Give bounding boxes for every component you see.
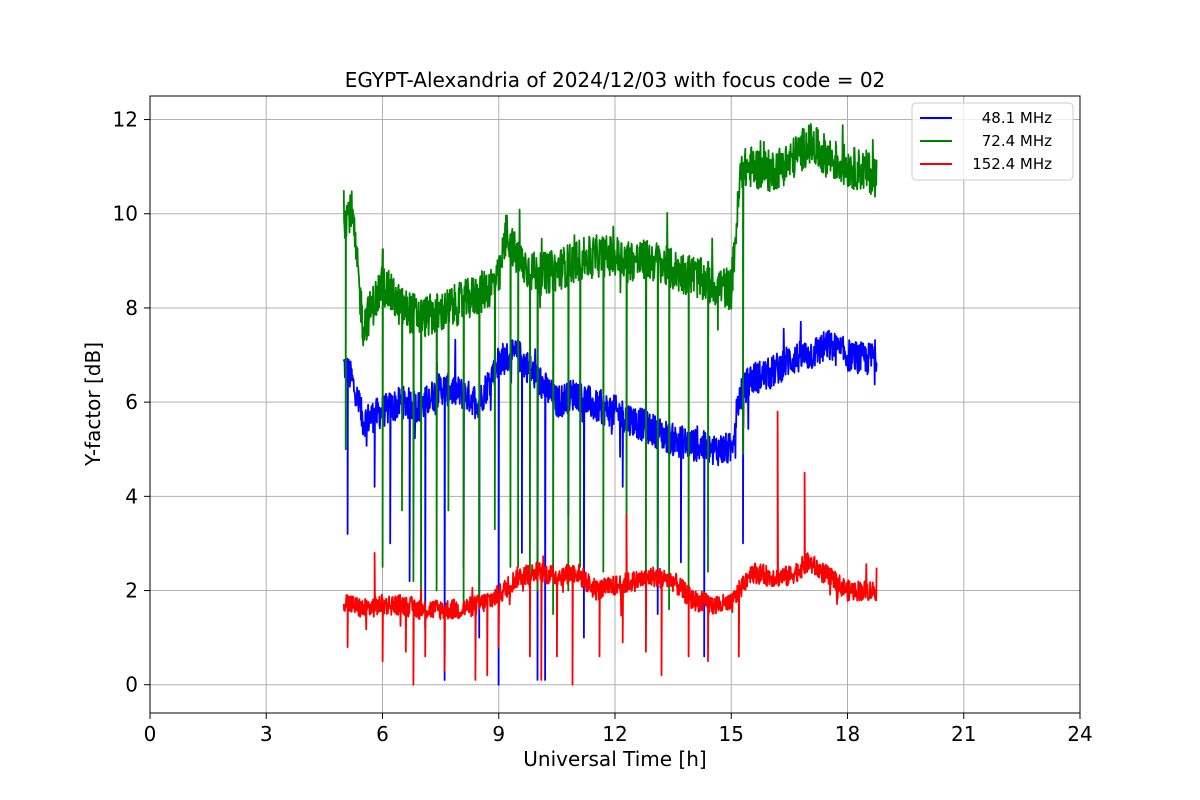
y-axis-ticks: 0 2 4 6 8 10 12 [113,108,150,697]
x-tick-label: 0 [144,722,157,746]
y-tick-label: 6 [125,390,138,414]
y-axis-label: Y-factor [dB] [81,342,105,467]
legend-entry: 152.4 MHz [972,155,1052,173]
x-tick-label: 9 [492,722,505,746]
x-tick-label: 6 [376,722,389,746]
legend: 48.1 MHz 72.4 MHz 152.4 MHz [911,102,1074,181]
x-tick-label: 3 [260,722,273,746]
y-tick-label: 10 [113,202,138,226]
y-tick-label: 8 [125,296,138,320]
x-tick-label: 21 [951,722,976,746]
series-line [342,410,878,686]
x-axis-ticks: 0 3 6 9 12 15 18 21 24 [144,713,1093,746]
series-line [342,320,878,686]
series-layer [342,123,878,686]
legend-box [911,102,1074,181]
y-tick-label: 0 [125,673,138,697]
series-line [342,123,878,615]
x-tick-label: 12 [602,722,627,746]
legend-entry: 48.1 MHz [982,109,1052,127]
x-tick-label: 15 [719,722,744,746]
chart-title: EGYPT-Alexandria of 2024/12/03 with focu… [345,68,886,92]
y-tick-label: 12 [113,108,138,132]
x-tick-label: 18 [835,722,860,746]
legend-entry: 72.4 MHz [982,132,1052,150]
x-tick-label: 24 [1067,722,1092,746]
y-tick-label: 2 [125,579,138,603]
x-axis-label: Universal Time [h] [523,747,706,771]
y-tick-label: 4 [125,484,138,508]
